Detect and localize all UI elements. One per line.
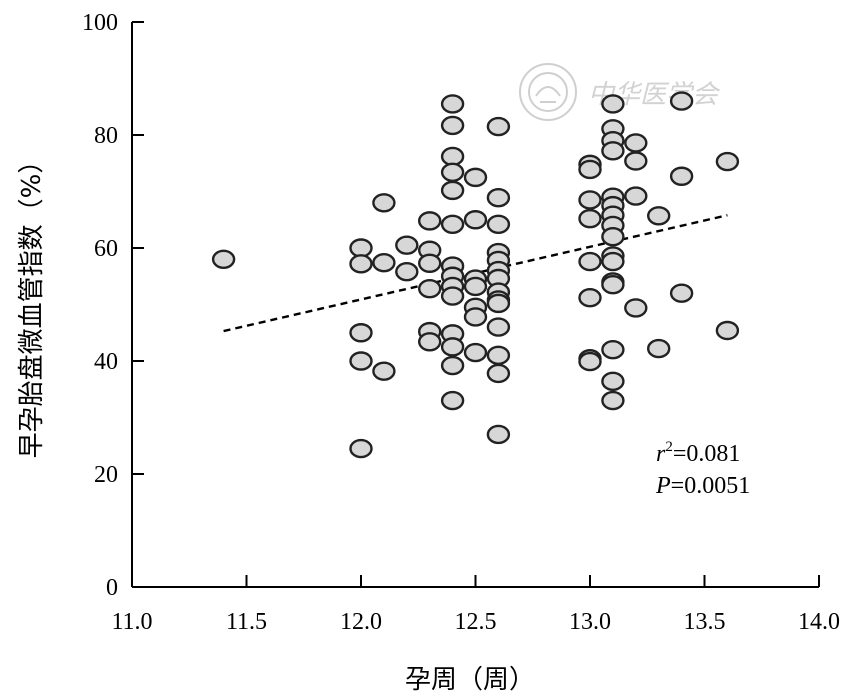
data-point-17	[440, 94, 465, 114]
x-axis-title: 孕周（周）	[405, 665, 535, 695]
r-squared-annotation: r2=0.081	[656, 439, 740, 467]
x-tick-label-5: 13.5	[684, 609, 726, 635]
data-point-68	[601, 226, 625, 247]
data-point-84	[669, 283, 694, 303]
p-value-annotation: P=0.0051	[655, 473, 750, 499]
data-point-86	[715, 320, 740, 341]
x-tick-label-2: 12.0	[340, 609, 382, 635]
data-point-79	[624, 298, 648, 318]
p-value: =0.0051	[671, 473, 751, 499]
data-point-59	[578, 351, 602, 372]
y-tick-label-5: 100	[82, 10, 118, 36]
r-squared-value: =0.081	[673, 441, 741, 467]
data-point-0	[211, 249, 236, 269]
data-point-40	[486, 214, 511, 234]
data-point-10	[395, 262, 419, 282]
data-point-82	[669, 91, 694, 111]
x-tick-label-6: 14.0	[798, 609, 840, 635]
y-axis-title: 早孕胎盘微血管指数（%）	[17, 148, 47, 459]
data-point-83	[669, 166, 694, 186]
data-points	[211, 91, 740, 459]
data-point-63	[601, 141, 625, 161]
data-point-29	[440, 355, 465, 376]
data-point-8	[372, 361, 396, 381]
x-axis-ticks: 11.0 11.5 12.0 12.5 13.0 13.5 14.0	[111, 575, 840, 635]
data-point-57	[578, 288, 602, 308]
x-tick-label-0: 11.0	[111, 609, 152, 635]
y-tick-label-0: 0	[106, 575, 118, 601]
data-point-1	[349, 238, 373, 258]
data-point-20	[440, 162, 465, 182]
data-point-73	[601, 340, 625, 360]
data-point-77	[624, 151, 648, 171]
y-tick-label-4: 80	[94, 123, 118, 149]
data-point-39	[486, 188, 511, 208]
y-tick-label-2: 40	[94, 349, 118, 375]
data-point-74	[601, 371, 625, 392]
x-tick-label-4: 13.0	[569, 609, 611, 635]
data-point-6	[372, 193, 396, 213]
p-symbol: P	[655, 473, 671, 499]
data-point-32	[463, 210, 488, 230]
data-point-5	[349, 438, 373, 459]
data-point-4	[349, 351, 373, 371]
data-point-2	[349, 254, 373, 274]
watermark: 中华医学会	[519, 63, 721, 121]
data-point-22	[440, 214, 465, 234]
data-point-16	[418, 332, 442, 352]
data-point-31	[463, 167, 488, 188]
data-point-3	[349, 323, 373, 343]
data-point-38	[486, 116, 511, 137]
data-point-37	[463, 342, 488, 363]
data-point-76	[624, 133, 648, 153]
data-point-54	[578, 190, 602, 210]
y-axis-ticks: 0 20 40 60 80 100	[82, 10, 144, 601]
y-tick-label-1: 20	[94, 462, 118, 488]
r-symbol: r	[656, 441, 666, 467]
data-point-14	[418, 278, 442, 299]
data-point-55	[578, 208, 602, 229]
y-tick-label-3: 60	[94, 236, 118, 262]
data-point-19	[440, 146, 465, 167]
data-point-81	[647, 338, 671, 359]
data-point-13	[418, 253, 442, 273]
data-point-36	[463, 307, 488, 327]
data-point-34	[463, 276, 488, 297]
data-point-49	[486, 345, 511, 366]
data-point-53	[578, 159, 602, 180]
data-point-21	[440, 180, 465, 201]
watermark-seal-icon	[519, 63, 577, 121]
data-point-80	[647, 206, 671, 226]
data-point-7	[372, 252, 396, 273]
data-point-50	[486, 363, 511, 384]
data-point-75	[601, 390, 625, 411]
data-point-48	[486, 317, 511, 337]
data-point-51	[486, 424, 511, 445]
x-tick-label-3: 12.5	[455, 609, 497, 635]
r-exponent: 2	[665, 439, 673, 455]
x-tick-label-1: 11.5	[226, 609, 267, 635]
data-point-11	[418, 211, 442, 231]
data-point-28	[440, 337, 465, 357]
data-point-9	[395, 235, 419, 255]
data-point-85	[715, 151, 740, 172]
data-point-56	[578, 251, 602, 272]
data-point-70	[601, 251, 625, 272]
data-point-78	[624, 186, 648, 206]
data-point-26	[440, 286, 465, 306]
data-point-60	[601, 94, 625, 114]
data-point-72	[601, 275, 625, 295]
data-point-47	[486, 293, 511, 314]
data-point-30	[440, 390, 465, 411]
data-point-18	[440, 115, 465, 136]
